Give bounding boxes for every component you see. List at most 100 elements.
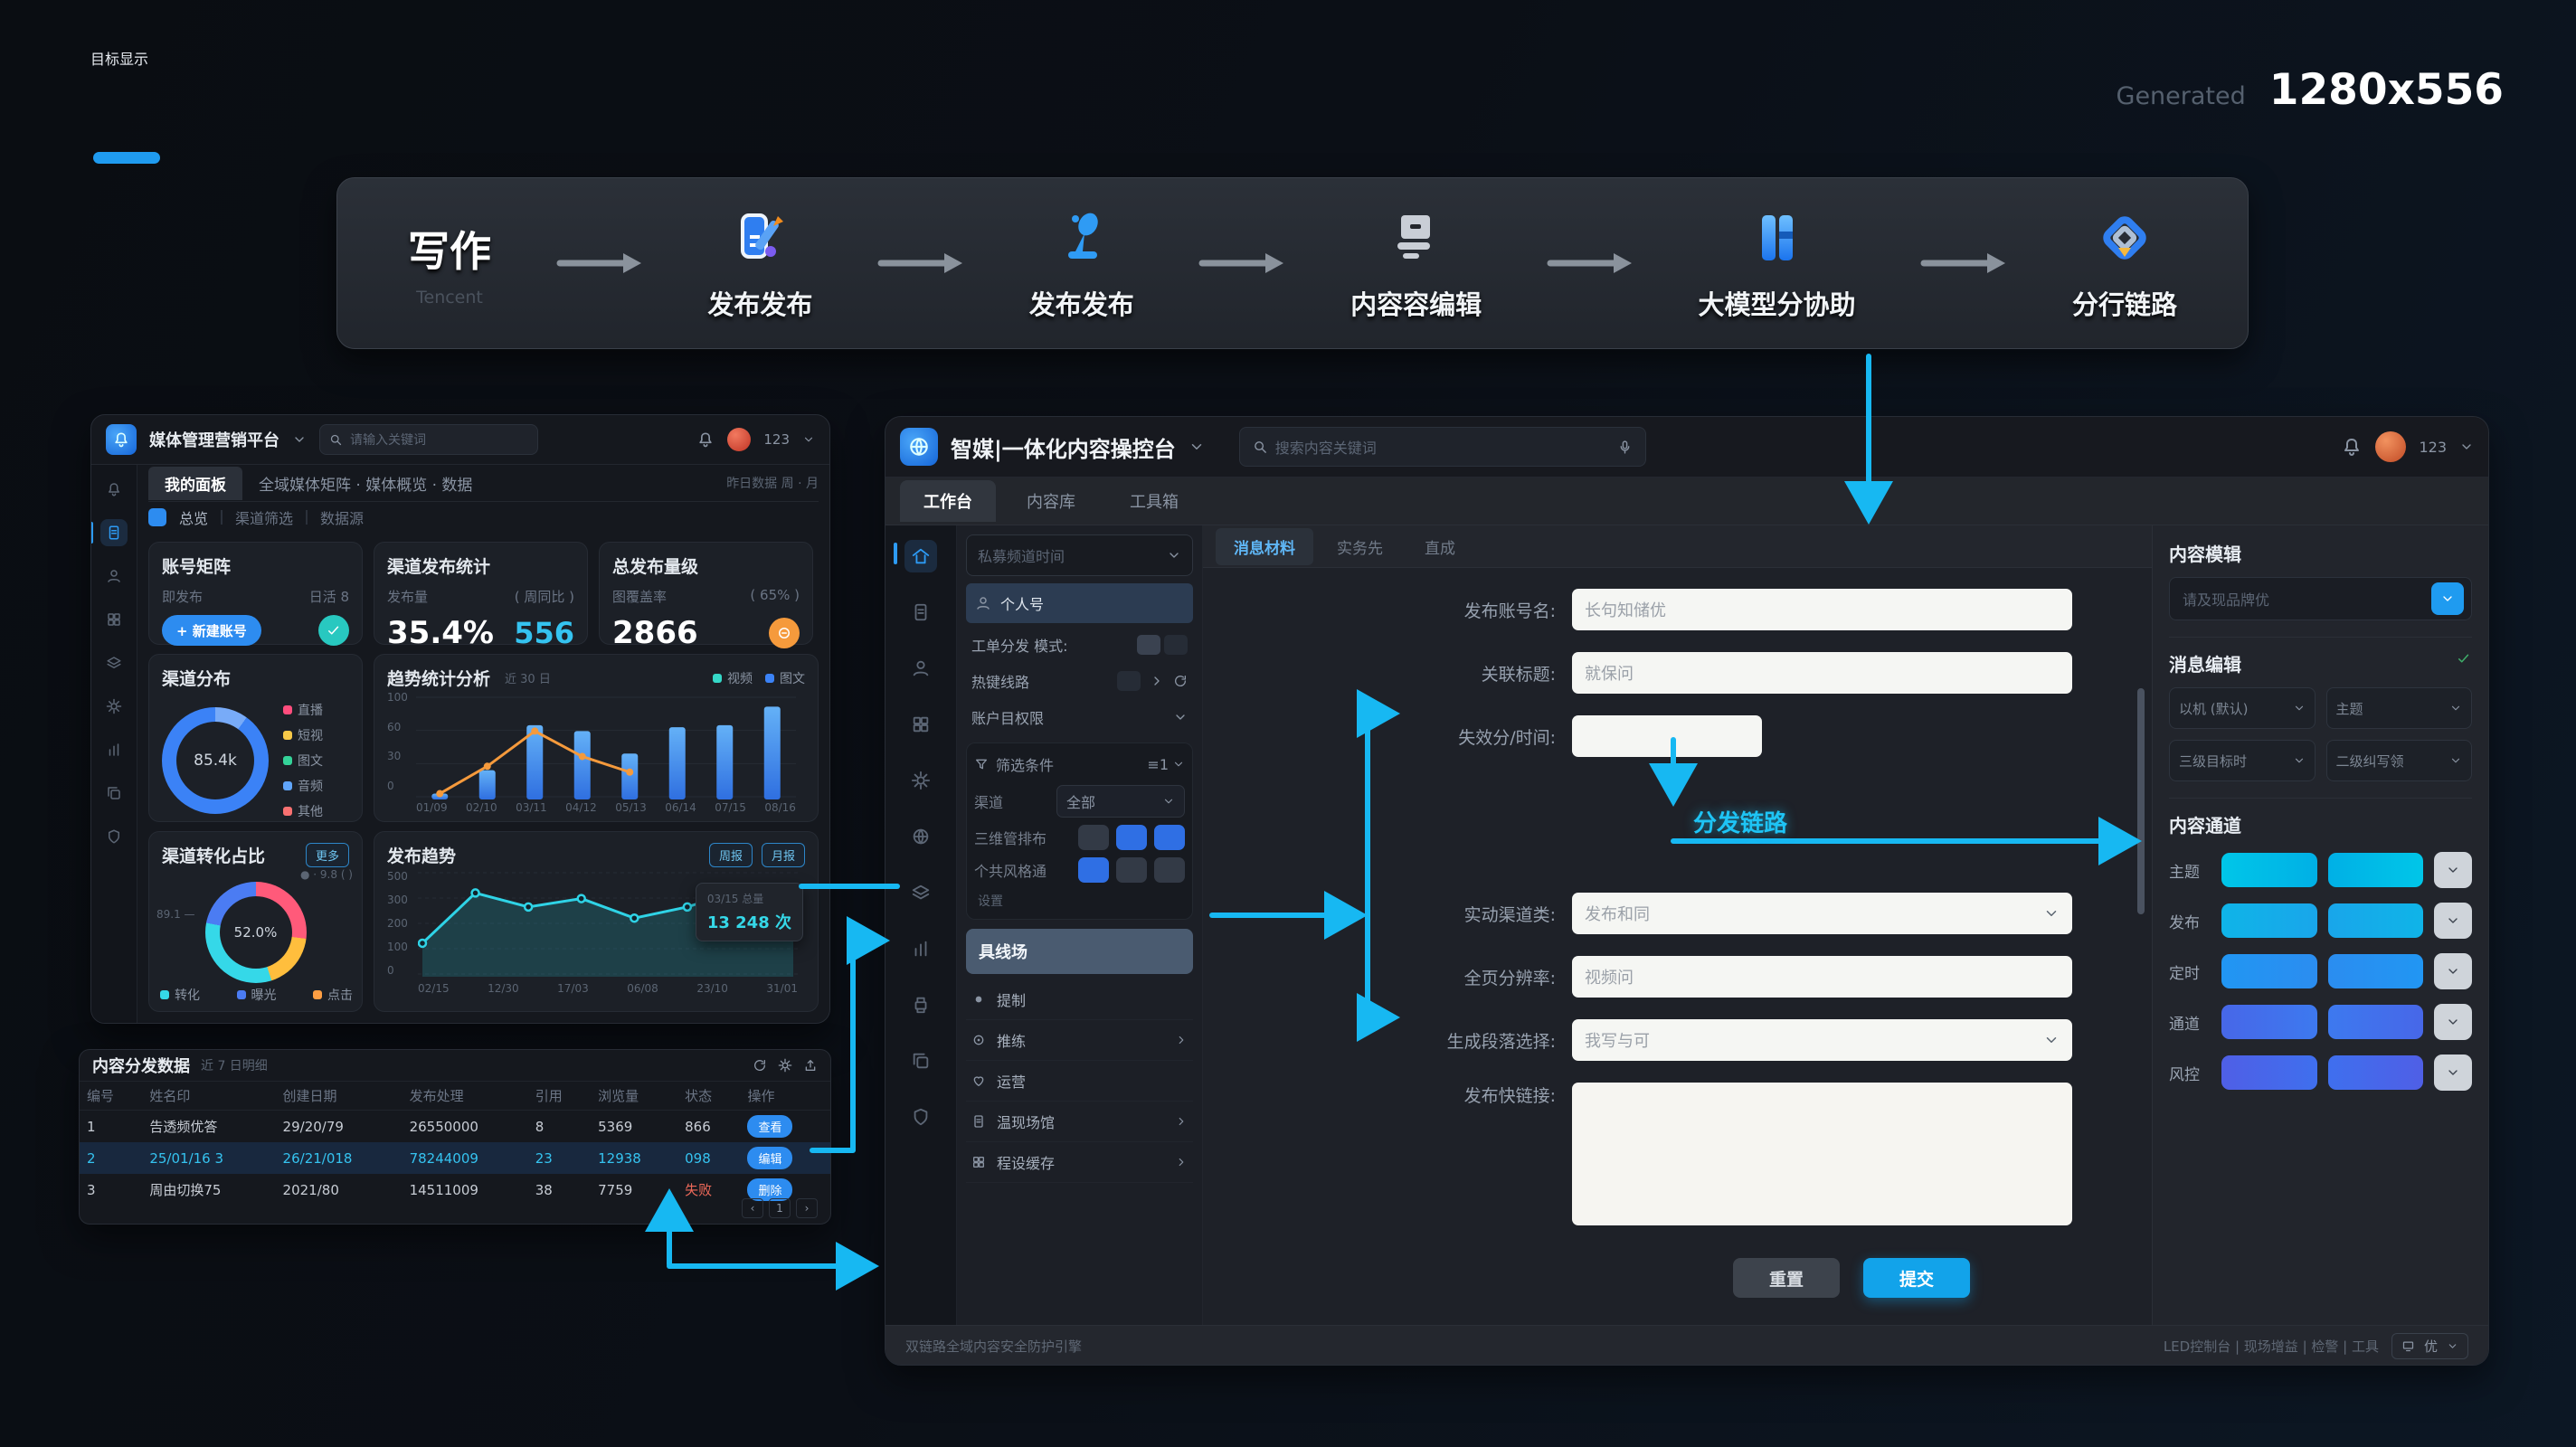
avatar[interactable] bbox=[727, 428, 752, 451]
chevron-down-icon[interactable] bbox=[802, 433, 815, 446]
channel-bar[interactable] bbox=[2327, 1005, 2423, 1039]
menu-item[interactable]: 程设缓存 bbox=[966, 1142, 1193, 1183]
doc-icon[interactable] bbox=[904, 596, 937, 629]
row-action-button[interactable]: 编辑 bbox=[747, 1147, 793, 1169]
account-item[interactable]: 个人号 bbox=[966, 583, 1193, 623]
window-tab[interactable]: 工作台 bbox=[900, 480, 996, 522]
page-button[interactable]: ‹ bbox=[742, 1198, 763, 1218]
flow-step[interactable]: 发布发布 bbox=[1029, 204, 1134, 322]
chip-button[interactable] bbox=[1116, 825, 1147, 850]
content-tab[interactable]: 消息材料 bbox=[1216, 527, 1313, 565]
row-action-button[interactable]: 查看 bbox=[747, 1115, 793, 1138]
subnav-item[interactable]: 渠道筛选 bbox=[235, 510, 294, 527]
channel-expand-button[interactable] bbox=[2434, 852, 2472, 888]
status-select[interactable]: 优 bbox=[2391, 1332, 2468, 1359]
avatar[interactable] bbox=[2375, 431, 2407, 462]
flow-step[interactable]: 内容容编辑 bbox=[1350, 204, 1482, 322]
gear-icon[interactable] bbox=[904, 764, 937, 797]
content-tab[interactable]: 直成 bbox=[1425, 539, 1455, 558]
shield-icon[interactable] bbox=[904, 1101, 937, 1133]
form-textarea[interactable] bbox=[1572, 1083, 2072, 1225]
globe-icon[interactable] bbox=[904, 820, 937, 853]
right-panel-select[interactable]: 主题 bbox=[2325, 687, 2472, 729]
menu-item[interactable]: 运营 bbox=[966, 1061, 1193, 1102]
chip-button[interactable] bbox=[1116, 857, 1147, 883]
channel-bar[interactable] bbox=[2327, 903, 2423, 938]
channel-expand-button[interactable] bbox=[2434, 1004, 2472, 1040]
page-button[interactable]: 1 bbox=[769, 1198, 791, 1218]
grid-icon[interactable] bbox=[904, 708, 937, 741]
bell-icon[interactable] bbox=[696, 430, 715, 449]
new-account-button[interactable]: + 新建账号 bbox=[162, 615, 261, 646]
mini-box[interactable] bbox=[1117, 671, 1141, 691]
menu-item[interactable]: 推练 bbox=[966, 1020, 1193, 1061]
flow-step[interactable]: 写作 Tencent bbox=[408, 219, 491, 307]
gear-icon[interactable] bbox=[100, 693, 128, 720]
bell-icon[interactable] bbox=[100, 476, 128, 503]
flow-step[interactable]: 发布发布 bbox=[707, 204, 812, 322]
console-search-input[interactable]: 搜索内容关键词 bbox=[1238, 427, 1646, 467]
user-menu[interactable]: 123 bbox=[763, 431, 790, 448]
chart-icon[interactable] bbox=[904, 932, 937, 965]
chevron-down-icon[interactable] bbox=[292, 432, 307, 447]
more-button[interactable]: 更多 bbox=[305, 843, 349, 867]
export-icon[interactable] bbox=[803, 1058, 818, 1073]
range-button[interactable]: 月报 bbox=[761, 843, 805, 867]
content-tab[interactable]: 实务先 bbox=[1337, 539, 1383, 558]
page-button[interactable]: › bbox=[796, 1198, 818, 1218]
right-panel-select[interactable]: 三级目标时 bbox=[2169, 740, 2316, 781]
channel-bar[interactable] bbox=[2221, 1055, 2317, 1090]
window-tab[interactable]: 内容库 bbox=[1027, 493, 1075, 512]
form-input[interactable]: 视频问 bbox=[1572, 956, 2072, 998]
subnav-item[interactable]: 总览 bbox=[179, 510, 209, 527]
chip-button[interactable] bbox=[1154, 825, 1185, 850]
menu-item[interactable]: 提制 bbox=[966, 979, 1193, 1020]
channel-expand-button[interactable] bbox=[2434, 953, 2472, 989]
tab-my-panel[interactable]: 我的面板 bbox=[148, 466, 242, 500]
chart-icon[interactable] bbox=[100, 736, 128, 763]
reset-button[interactable]: 重置 bbox=[1733, 1258, 1840, 1298]
form-input[interactable]: 就保问 bbox=[1572, 652, 2072, 694]
copy-icon[interactable] bbox=[904, 1045, 937, 1077]
layers-icon[interactable] bbox=[100, 649, 128, 676]
user-menu[interactable]: 123 bbox=[2419, 438, 2447, 456]
layers-icon[interactable] bbox=[904, 876, 937, 909]
refresh-icon[interactable] bbox=[1173, 674, 1188, 688]
chip-button[interactable] bbox=[1078, 825, 1109, 850]
dashboard-search-input[interactable]: 请输入关键词 bbox=[319, 424, 538, 455]
gear-icon[interactable] bbox=[778, 1058, 792, 1073]
channel-time-select[interactable]: 私募频道时间 bbox=[966, 534, 1193, 576]
form-select[interactable]: 发布和同 bbox=[1572, 893, 2072, 934]
brand-search-input[interactable]: 请及现品牌优 bbox=[2169, 577, 2472, 620]
submit-button[interactable]: 提交 bbox=[1863, 1258, 1970, 1298]
permission-row[interactable]: 账户目权限 bbox=[966, 699, 1193, 735]
menu-item[interactable]: 温现场馆 bbox=[966, 1102, 1193, 1142]
right-panel-select[interactable]: 二级纠写领 bbox=[2325, 740, 2472, 781]
home-icon[interactable] bbox=[894, 540, 937, 572]
confirm-icon-button[interactable] bbox=[2431, 582, 2464, 615]
chevron-down-icon[interactable] bbox=[2459, 440, 2474, 454]
flow-step[interactable]: 分行链路 bbox=[2072, 204, 2177, 322]
channel-bar[interactable] bbox=[2221, 903, 2317, 938]
channel-bar[interactable] bbox=[2221, 853, 2317, 887]
pagination[interactable]: ‹ 1 › bbox=[742, 1198, 818, 1218]
person-icon[interactable] bbox=[100, 563, 128, 590]
shield-icon[interactable] bbox=[100, 823, 128, 850]
person-icon[interactable] bbox=[904, 652, 937, 685]
bell-icon[interactable] bbox=[2341, 436, 2363, 458]
microphone-icon[interactable] bbox=[1617, 440, 1633, 455]
range-button[interactable]: 周报 bbox=[708, 843, 753, 867]
chip-button[interactable] bbox=[1154, 857, 1185, 883]
channel-bar[interactable] bbox=[2327, 853, 2423, 887]
refresh-icon[interactable] bbox=[753, 1058, 767, 1073]
channel-bar[interactable] bbox=[2221, 1005, 2317, 1039]
table-row[interactable]: 2 25/01/16 3 26/21/018 78244009 23 12938 098 编辑 bbox=[80, 1142, 830, 1174]
copy-icon[interactable] bbox=[100, 780, 128, 807]
table-row[interactable]: 3 周由切换75 2021/80 14511009 38 7759 失败 删除 bbox=[80, 1174, 830, 1206]
doc-icon[interactable] bbox=[91, 519, 128, 546]
selected-tree-item[interactable]: 具线场 bbox=[966, 929, 1193, 974]
channel-bar[interactable] bbox=[2327, 1055, 2423, 1090]
channel-select[interactable]: 全部 bbox=[1056, 785, 1185, 818]
grid-icon[interactable] bbox=[100, 606, 128, 633]
channel-bar[interactable] bbox=[2221, 954, 2317, 988]
